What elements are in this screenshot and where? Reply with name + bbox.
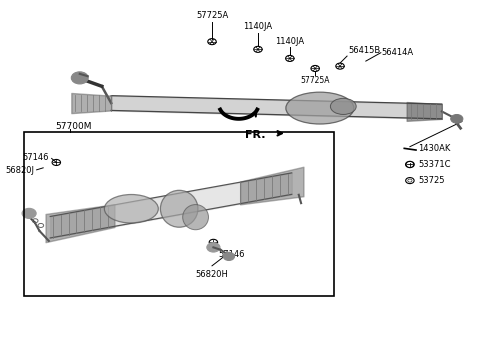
Text: 57725A: 57725A (196, 11, 228, 20)
Text: 56820J: 56820J (6, 166, 35, 175)
Ellipse shape (286, 92, 354, 124)
Text: FR.: FR. (245, 130, 266, 140)
Text: 57725A: 57725A (300, 76, 330, 85)
Text: 57146: 57146 (22, 153, 49, 161)
Ellipse shape (183, 205, 208, 230)
Circle shape (223, 252, 235, 261)
Text: 57700M: 57700M (55, 122, 91, 131)
Ellipse shape (330, 98, 356, 115)
Bar (24, 131, 334, 296)
Circle shape (406, 161, 414, 167)
Text: 56415B: 56415B (348, 46, 380, 55)
Text: 57146: 57146 (218, 250, 245, 259)
Text: 53371C: 53371C (419, 160, 451, 169)
Text: 1430AK: 1430AK (419, 144, 451, 153)
Ellipse shape (160, 190, 198, 227)
Text: 56820H: 56820H (195, 270, 228, 279)
Text: 56414A: 56414A (382, 48, 414, 57)
Ellipse shape (104, 194, 158, 223)
Circle shape (22, 208, 36, 218)
Text: 53725: 53725 (419, 176, 445, 185)
Circle shape (408, 163, 412, 166)
Circle shape (207, 243, 220, 252)
Text: 1140JA: 1140JA (243, 22, 273, 31)
Circle shape (72, 72, 88, 84)
Circle shape (451, 115, 463, 123)
Text: 1140JA: 1140JA (276, 37, 304, 46)
